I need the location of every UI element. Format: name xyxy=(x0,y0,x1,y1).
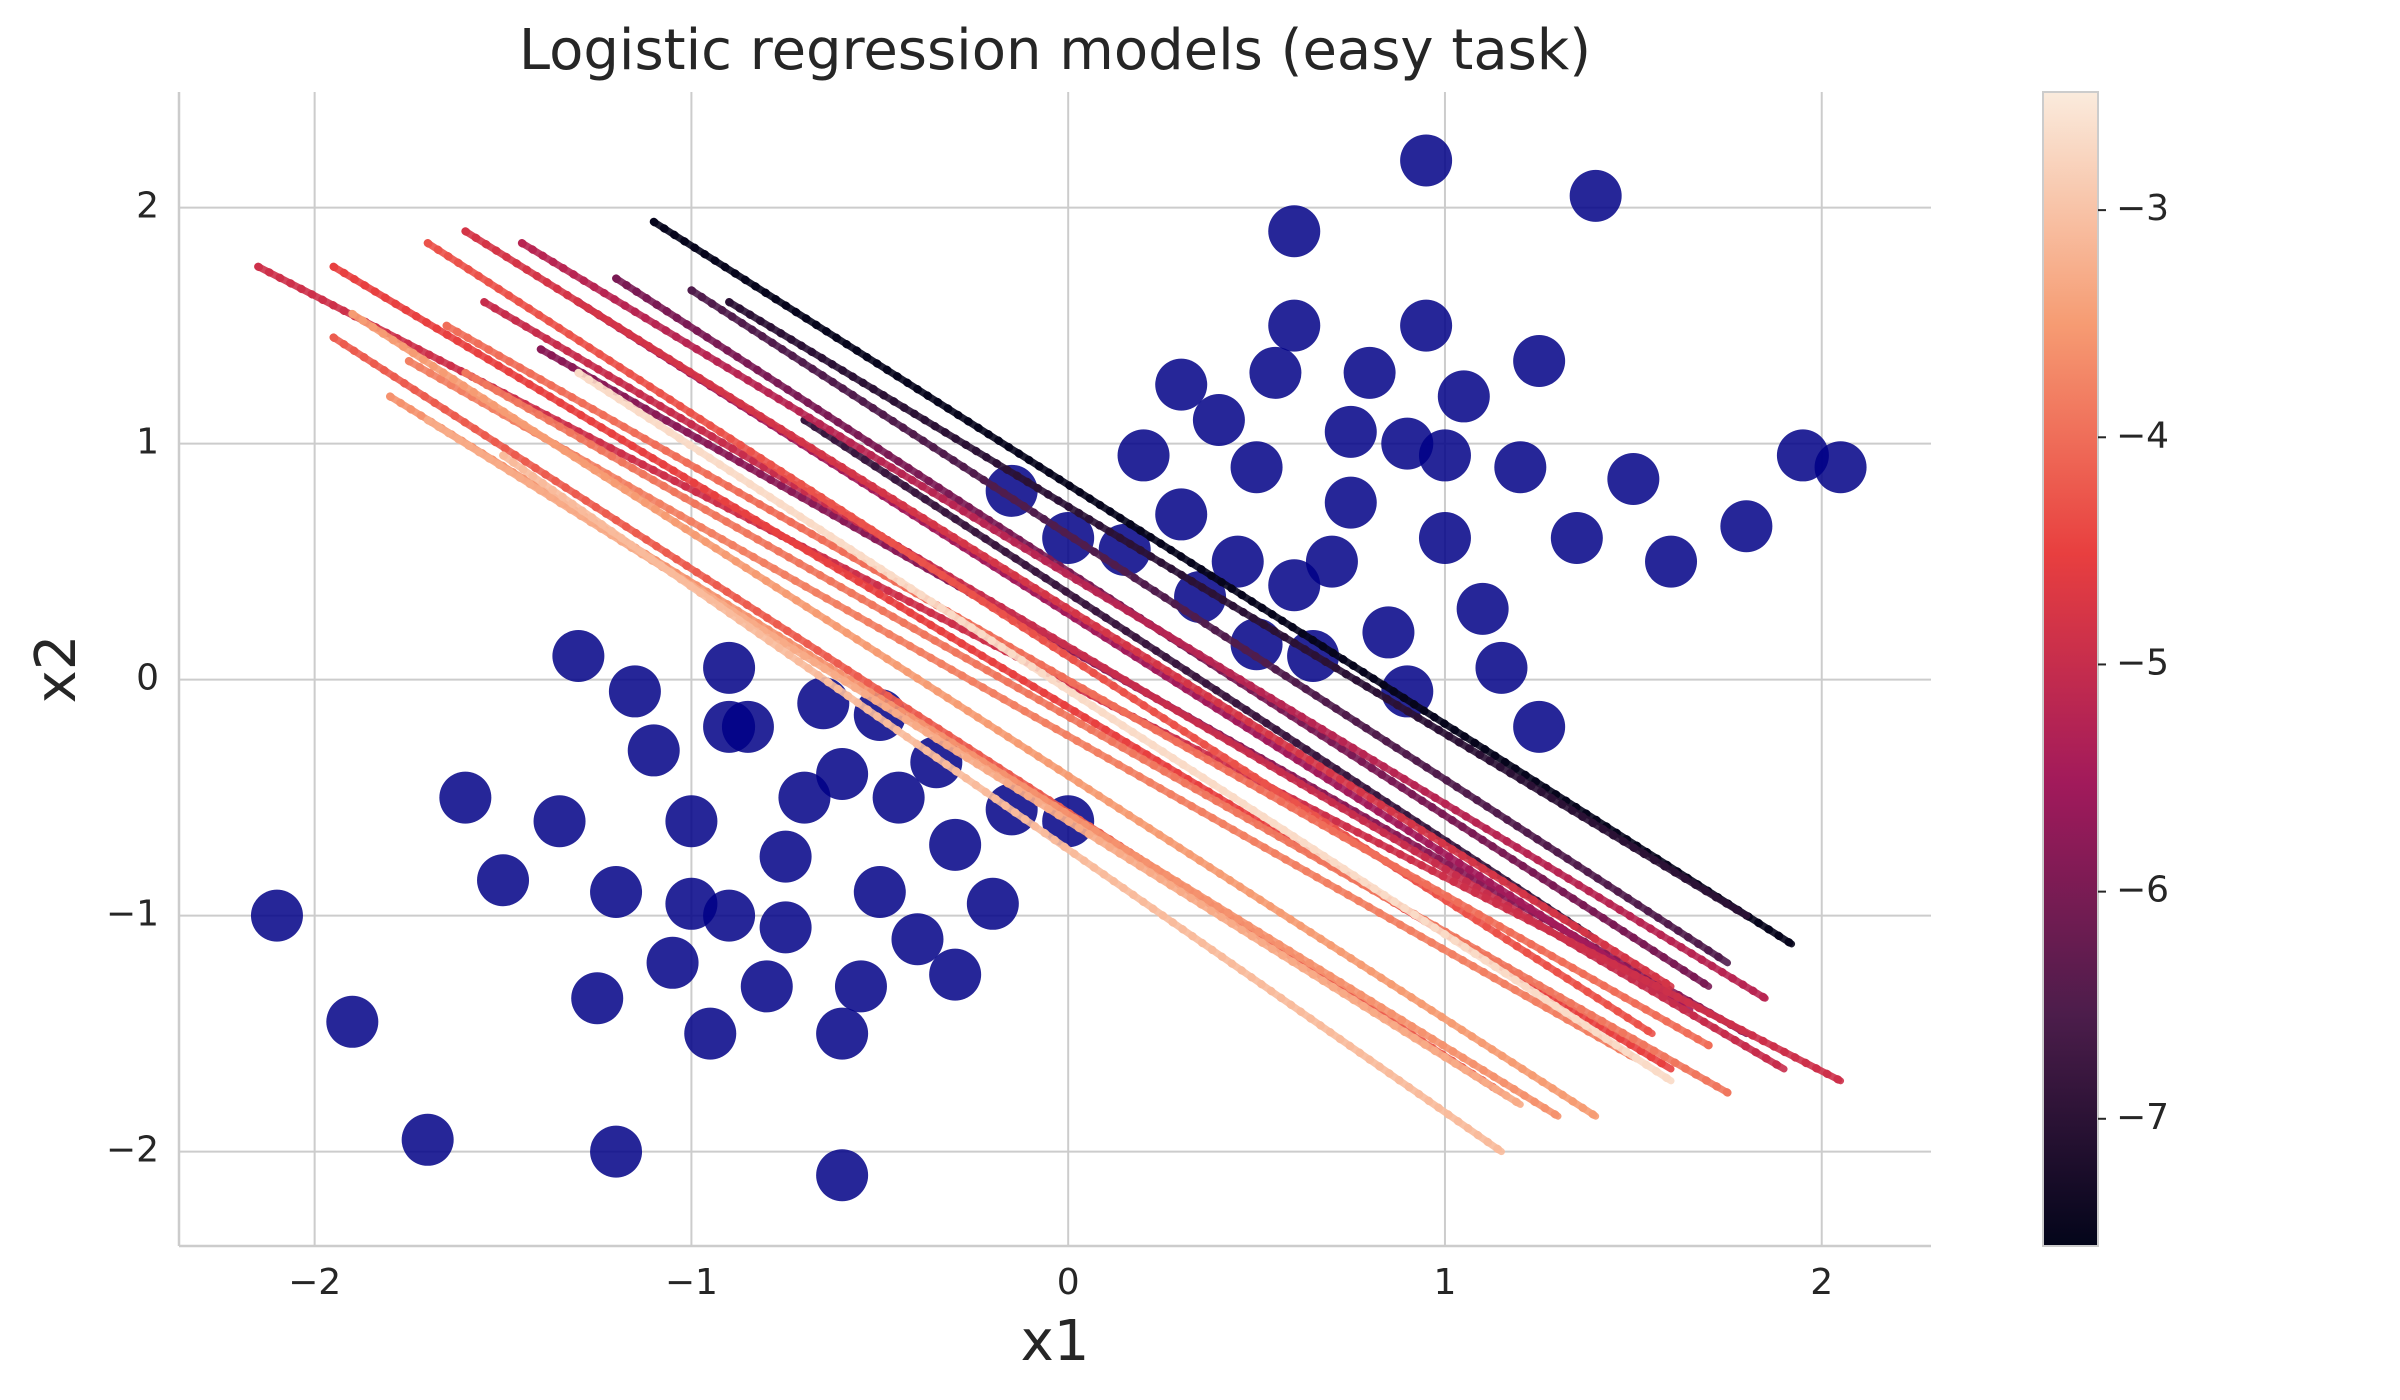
model-line-core xyxy=(518,239,1769,1002)
colorbar-tick-label: −4 xyxy=(2116,415,2169,456)
data-point xyxy=(778,771,831,824)
data-point xyxy=(552,630,605,683)
x-tick-label: −1 xyxy=(665,1262,718,1303)
data-point xyxy=(646,936,699,989)
data-point xyxy=(439,771,492,824)
model-line-core xyxy=(348,310,1600,1120)
x-tick-label: 2 xyxy=(1810,1262,1833,1303)
data-point xyxy=(1645,535,1698,588)
data-point xyxy=(1569,169,1622,222)
data-point xyxy=(665,795,718,848)
data-point xyxy=(816,1007,869,1060)
data-point xyxy=(627,724,680,777)
data-point xyxy=(1343,346,1396,399)
data-point xyxy=(891,913,944,966)
data-point xyxy=(571,972,624,1025)
data-point xyxy=(853,866,906,919)
model-line-core xyxy=(725,298,1750,920)
y-axis-label: x2 xyxy=(24,635,89,704)
x-tick-label: −2 xyxy=(288,1262,341,1303)
data-point xyxy=(1268,205,1321,258)
data-point xyxy=(1418,512,1471,565)
data-point xyxy=(929,948,982,1001)
data-point xyxy=(608,665,661,718)
data-point xyxy=(1155,358,1208,411)
data-point xyxy=(1230,441,1283,494)
data-point xyxy=(1211,535,1264,588)
y-tick-label: −2 xyxy=(106,1130,159,1171)
data-point xyxy=(1607,453,1660,506)
data-point xyxy=(797,677,850,730)
data-point xyxy=(250,889,303,942)
data-point xyxy=(1155,488,1208,541)
model-line-core xyxy=(461,369,1732,1097)
chart-title: Logistic regression models (easy task) xyxy=(519,18,1591,83)
model-line-core xyxy=(424,239,1656,1038)
data-point xyxy=(665,877,718,930)
data-point xyxy=(872,771,925,824)
colorbar-tick-label: −7 xyxy=(2116,1097,2169,1138)
data-point xyxy=(1268,299,1321,352)
model-line-core xyxy=(650,218,1796,948)
data-point xyxy=(1117,429,1170,482)
data-point xyxy=(590,866,643,919)
colorbar-tick-label: −5 xyxy=(2116,642,2169,683)
data-point xyxy=(703,700,756,753)
data-point xyxy=(1362,606,1415,659)
data-point xyxy=(759,830,812,883)
data-point xyxy=(1814,441,1867,494)
x-tick-label: 1 xyxy=(1434,1262,1457,1303)
data-point xyxy=(1513,700,1566,753)
data-point xyxy=(1192,394,1245,447)
data-point xyxy=(1305,535,1358,588)
data-point xyxy=(1550,512,1603,565)
x-axis-label: x1 xyxy=(1021,1309,1090,1374)
data-point xyxy=(1437,370,1490,423)
model-line-core xyxy=(461,227,1675,990)
model-line-core xyxy=(443,322,1713,1049)
data-point xyxy=(834,960,887,1013)
y-tick-label: 0 xyxy=(136,658,159,699)
model-line-core xyxy=(499,451,1505,1156)
data-point xyxy=(326,995,379,1048)
model-line-core xyxy=(574,369,1675,1085)
data-point xyxy=(816,1149,869,1202)
colorbar-tick-label: −6 xyxy=(2116,870,2169,911)
data-point xyxy=(1418,429,1471,482)
data-point xyxy=(1456,582,1509,635)
data-point xyxy=(1324,405,1377,458)
y-tick-label: 1 xyxy=(136,422,159,463)
colorbar xyxy=(2042,91,2099,1247)
x-tick-label: 0 xyxy=(1057,1262,1080,1303)
data-point xyxy=(703,641,756,694)
data-point xyxy=(1249,346,1302,399)
data-point xyxy=(929,818,982,871)
data-point xyxy=(684,1007,737,1060)
colorbar-tick-label: −3 xyxy=(2116,188,2169,229)
data-point xyxy=(1400,134,1453,187)
model-line-core xyxy=(405,357,1637,1061)
data-point xyxy=(401,1113,454,1166)
data-point xyxy=(1475,641,1528,694)
y-tick-label: 2 xyxy=(136,186,159,227)
data-point xyxy=(966,877,1019,930)
data-point xyxy=(1268,559,1321,612)
y-tick-label: −1 xyxy=(106,894,159,935)
data-point xyxy=(1720,500,1773,553)
data-point xyxy=(759,901,812,954)
data-point xyxy=(1324,476,1377,529)
data-point xyxy=(740,960,793,1013)
data-point xyxy=(477,854,530,907)
model-line-core xyxy=(687,286,1732,967)
data-point xyxy=(816,748,869,801)
data-point xyxy=(1513,335,1566,388)
data-point xyxy=(533,795,586,848)
data-point xyxy=(1400,299,1453,352)
data-point xyxy=(590,1125,643,1178)
data-point xyxy=(1494,441,1547,494)
